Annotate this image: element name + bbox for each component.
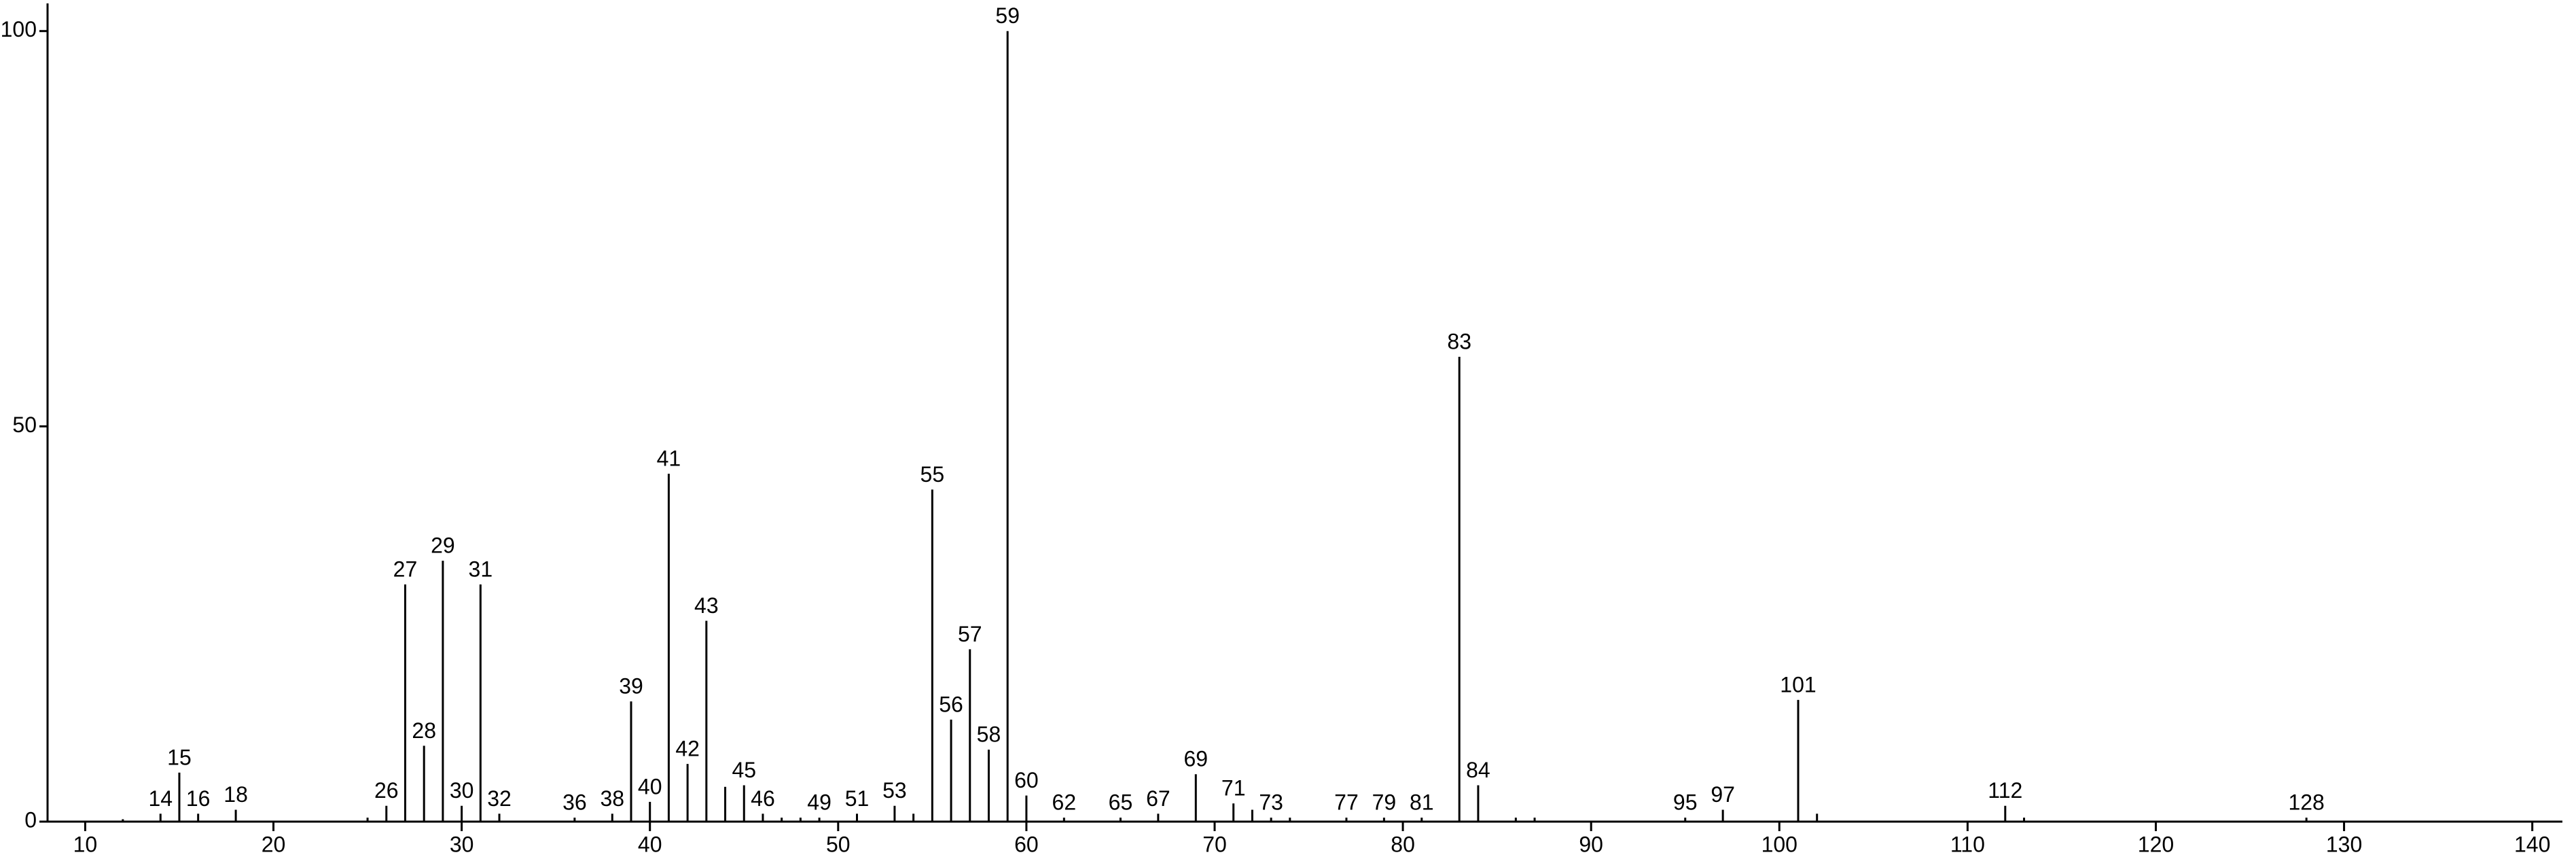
x-tick-label: 50: [826, 832, 851, 856]
peak-label: 39: [619, 674, 643, 699]
x-tick-label: 80: [1391, 832, 1415, 856]
peak-label: 14: [148, 786, 173, 811]
x-tick-label: 110: [1950, 832, 1985, 856]
peak-label: 69: [1183, 747, 1208, 771]
peak-label: 73: [1259, 790, 1283, 815]
x-tick-label: 90: [1579, 832, 1603, 856]
peak-label: 83: [1447, 329, 1471, 353]
peak-label: 81: [1410, 790, 1434, 815]
peak-label: 128: [2288, 790, 2324, 815]
y-tick-label: 50: [12, 413, 37, 437]
peak-label: 40: [638, 774, 662, 799]
peak-label: 15: [167, 745, 192, 769]
x-tick-label: 120: [2138, 832, 2174, 856]
peak-label: 67: [1146, 786, 1170, 811]
peak-label: 16: [186, 786, 211, 811]
peak-label: 42: [675, 737, 700, 761]
x-tick-label: 60: [1014, 832, 1039, 856]
peak-label: 97: [1711, 782, 1735, 807]
peak-label: 38: [600, 786, 624, 811]
peak-label: 62: [1052, 790, 1077, 815]
peak-label: 58: [977, 722, 1001, 747]
x-tick-label: 20: [262, 832, 286, 856]
peak-label: 77: [1334, 790, 1359, 815]
peak-label: 53: [882, 778, 907, 803]
peak-label: 31: [469, 557, 493, 581]
peak-label: 29: [431, 533, 455, 558]
x-tick-label: 130: [2326, 832, 2362, 856]
y-tick-label: 0: [24, 807, 37, 832]
peak-label: 45: [732, 758, 756, 782]
peak-label: 57: [958, 622, 982, 646]
peak-label: 30: [450, 778, 474, 803]
peak-label: 41: [657, 446, 681, 471]
x-tick-label: 140: [2514, 832, 2550, 856]
peak-label: 51: [845, 786, 870, 811]
x-tick-label: 40: [638, 832, 662, 856]
peak-label: 60: [1014, 768, 1039, 792]
y-tick-label: 100: [1, 17, 37, 41]
x-tick-label: 70: [1202, 832, 1227, 856]
peak-label: 28: [412, 718, 436, 743]
x-tick-label: 10: [73, 832, 98, 856]
peak-label: 36: [562, 790, 587, 815]
peak-label: 95: [1673, 790, 1698, 815]
peak-label: 112: [1988, 778, 2022, 803]
peak-label: 59: [995, 3, 1020, 28]
peak-label: 26: [374, 778, 399, 803]
peak-label: 101: [1780, 672, 1816, 697]
peak-label: 43: [694, 593, 719, 618]
peak-label: 71: [1221, 776, 1246, 801]
peak-label: 49: [807, 790, 831, 815]
x-tick-label: 30: [450, 832, 474, 856]
peak-label: 27: [393, 557, 418, 581]
peak-label: 55: [920, 462, 945, 487]
peak-label: 84: [1466, 758, 1490, 782]
peak-label: 56: [939, 692, 963, 716]
peak-label: 46: [751, 786, 775, 811]
peak-label: 18: [223, 782, 248, 807]
peak-label: 65: [1109, 790, 1133, 815]
peak-label: 32: [487, 786, 512, 811]
peak-label: 79: [1372, 790, 1397, 815]
x-tick-label: 100: [1761, 832, 1797, 856]
